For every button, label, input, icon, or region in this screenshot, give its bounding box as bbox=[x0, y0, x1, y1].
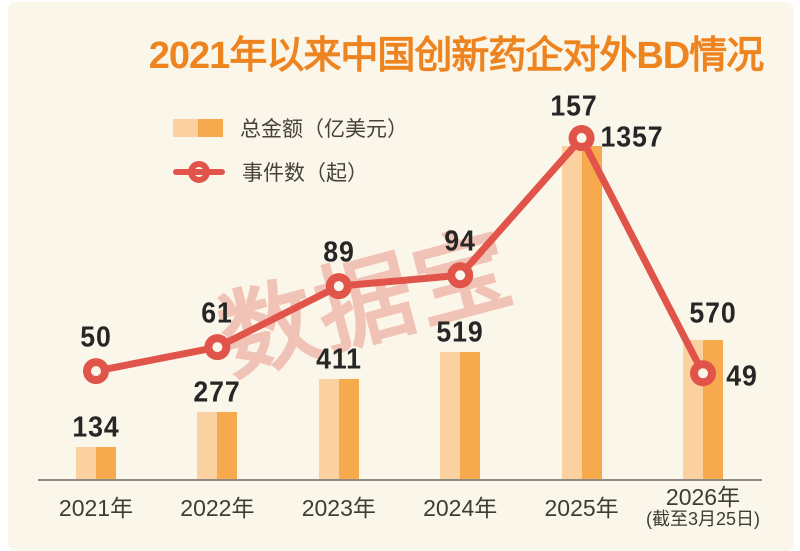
x-axis-label: 2023年 bbox=[301, 495, 376, 521]
line-value-label: 94 bbox=[444, 225, 476, 258]
bar-value-label: 411 bbox=[315, 343, 362, 376]
legend: 总金额（亿美元） 事件数（起） bbox=[173, 118, 408, 207]
bar bbox=[561, 145, 602, 480]
bar-value-label: 570 bbox=[689, 297, 737, 330]
bar-value-label: 1357 bbox=[600, 121, 664, 154]
x-axis-label: 2026年 (截至3月25日) bbox=[645, 484, 761, 530]
x-axis-line bbox=[38, 479, 762, 481]
line-value-label: 50 bbox=[80, 321, 112, 354]
line-point-marker-hole bbox=[698, 368, 708, 379]
line-point-marker-hole bbox=[576, 133, 587, 144]
event-count-line bbox=[92, 134, 707, 377]
x-axis-label: 2025年 bbox=[544, 495, 619, 521]
legend-item-event-count: 事件数（起） bbox=[173, 161, 408, 185]
bar-value-label: 134 bbox=[72, 411, 120, 444]
line-swatch-marker-icon bbox=[188, 161, 210, 183]
line-value-label: 61 bbox=[201, 297, 234, 330]
bar bbox=[318, 378, 359, 480]
legend-label-event-count: 事件数（起） bbox=[242, 162, 368, 185]
bar bbox=[197, 411, 238, 480]
x-axis-label: 2022年 bbox=[180, 495, 255, 521]
bar-swatch-icon bbox=[173, 119, 223, 137]
x-axis-label: 2021年 bbox=[58, 495, 134, 521]
line-point-marker-hole bbox=[455, 270, 466, 281]
panel-background bbox=[8, 2, 794, 551]
bar bbox=[440, 352, 481, 480]
line-value-label: 89 bbox=[323, 236, 355, 269]
bar-value-label: 519 bbox=[436, 316, 484, 349]
legend-item-total-amount: 总金额（亿美元） bbox=[173, 118, 408, 141]
legend-label-total-amount: 总金额（亿美元） bbox=[240, 118, 408, 141]
line-value-label: 49 bbox=[726, 360, 758, 393]
bar bbox=[76, 447, 116, 480]
line-point-marker-hole bbox=[91, 366, 101, 377]
line-point-marker-hole bbox=[333, 281, 344, 292]
chart-title: 2021年以来中国创新药企对外BD情况 bbox=[148, 35, 764, 77]
x-axis-sublabel: (截至3月25日) bbox=[645, 509, 761, 529]
x-axis-label: 2024年 bbox=[423, 495, 498, 521]
line-swatch-icon bbox=[173, 161, 225, 183]
line-value-label: 157 bbox=[549, 90, 598, 123]
line-point-marker-hole bbox=[212, 342, 223, 353]
bar-value-label: 277 bbox=[193, 376, 242, 409]
